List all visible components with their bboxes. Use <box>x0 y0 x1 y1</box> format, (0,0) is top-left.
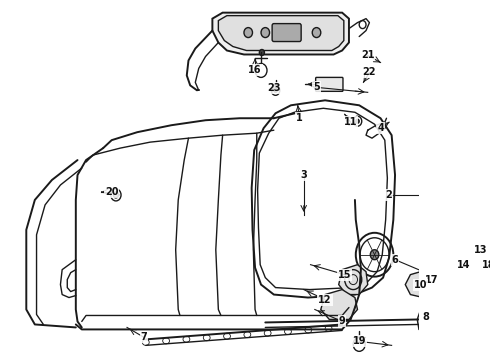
Text: 3: 3 <box>300 170 307 180</box>
Text: 22: 22 <box>363 67 376 77</box>
Text: 13: 13 <box>474 245 487 255</box>
Text: 15: 15 <box>338 270 351 280</box>
Circle shape <box>113 192 119 198</box>
Text: 8: 8 <box>422 312 429 323</box>
Text: 19: 19 <box>352 336 366 346</box>
Polygon shape <box>339 265 368 294</box>
FancyBboxPatch shape <box>272 24 301 41</box>
Circle shape <box>356 119 359 123</box>
Text: 11: 11 <box>344 117 357 127</box>
Text: 12: 12 <box>318 294 332 305</box>
Circle shape <box>261 28 270 37</box>
Polygon shape <box>212 13 349 54</box>
FancyBboxPatch shape <box>316 77 343 91</box>
Text: 1: 1 <box>296 113 303 123</box>
Text: 2: 2 <box>386 190 392 200</box>
Polygon shape <box>427 255 457 285</box>
Text: 20: 20 <box>105 187 119 197</box>
Polygon shape <box>464 240 489 262</box>
Polygon shape <box>219 15 344 50</box>
Circle shape <box>312 28 321 37</box>
Text: 23: 23 <box>267 84 281 93</box>
Polygon shape <box>483 248 490 288</box>
Polygon shape <box>451 255 477 282</box>
Text: 9: 9 <box>339 316 345 327</box>
Polygon shape <box>405 270 436 298</box>
Text: 17: 17 <box>425 275 439 285</box>
Circle shape <box>244 28 252 37</box>
Text: 4: 4 <box>377 123 384 133</box>
Text: 18: 18 <box>482 260 490 270</box>
Circle shape <box>274 88 277 92</box>
Text: 7: 7 <box>141 332 147 342</box>
Text: 16: 16 <box>248 66 262 76</box>
Circle shape <box>259 50 265 55</box>
Text: 14: 14 <box>458 260 471 270</box>
Text: 5: 5 <box>313 82 320 93</box>
Polygon shape <box>321 289 358 319</box>
Text: 6: 6 <box>392 255 398 265</box>
Text: 10: 10 <box>414 280 427 289</box>
Polygon shape <box>417 307 444 332</box>
Text: 21: 21 <box>361 50 374 60</box>
Circle shape <box>370 250 379 260</box>
